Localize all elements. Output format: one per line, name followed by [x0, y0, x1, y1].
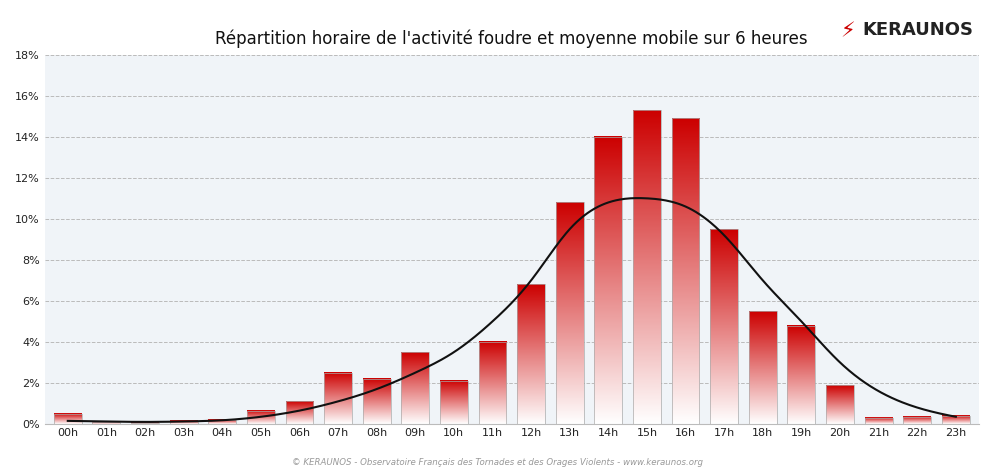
Bar [672, 118, 700, 424]
Bar [440, 381, 468, 424]
Bar [324, 373, 352, 424]
Bar [904, 417, 931, 424]
Bar [170, 421, 198, 424]
Bar [478, 342, 506, 424]
Bar [748, 311, 776, 424]
Bar [556, 202, 583, 424]
Bar [517, 285, 545, 424]
Bar [402, 352, 429, 424]
Bar [711, 229, 739, 424]
Bar [54, 413, 82, 424]
Bar [633, 110, 661, 424]
Title: Répartition horaire de l'activité foudre et moyenne mobile sur 6 heures: Répartition horaire de l'activité foudre… [216, 29, 808, 48]
Bar [247, 411, 274, 424]
Text: © KERAUNOS - Observatoire Français des Tornades et des Orages Violents - www.ker: © KERAUNOS - Observatoire Français des T… [291, 458, 703, 467]
Bar [209, 420, 237, 424]
Text: KERAUNOS: KERAUNOS [863, 21, 974, 39]
Bar [363, 379, 391, 424]
Bar [942, 416, 970, 424]
Bar [285, 401, 313, 424]
Text: ⚡: ⚡ [841, 21, 855, 41]
Bar [865, 418, 893, 424]
Bar [594, 137, 622, 424]
Bar [787, 326, 815, 424]
Bar [826, 385, 854, 424]
Bar [131, 423, 159, 424]
Bar [92, 422, 120, 424]
